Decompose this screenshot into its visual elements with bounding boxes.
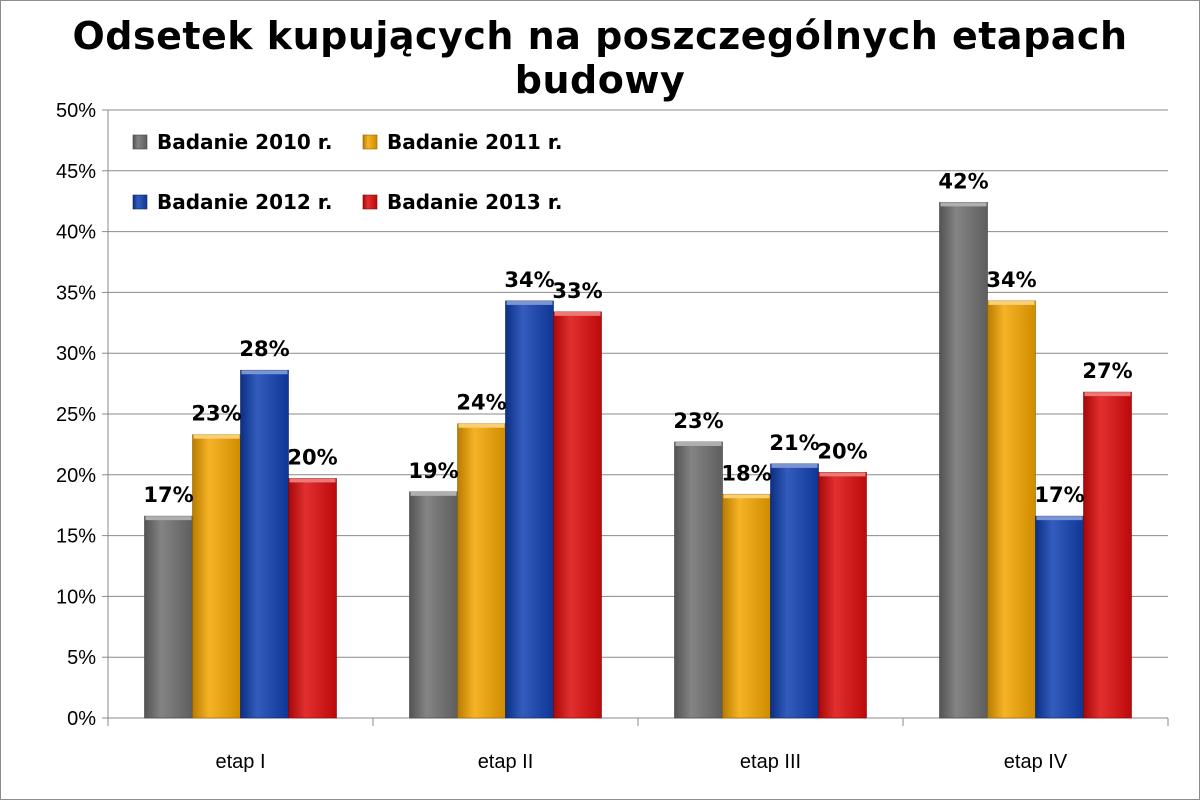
- bar: [553, 311, 602, 719]
- y-tick-label: 35%: [56, 282, 96, 304]
- data-label: 23%: [673, 409, 723, 433]
- data-labels: 17%23%28%20%19%24%34%33%23%18%21%20%42%3…: [143, 169, 1132, 507]
- bar-highlight: [723, 494, 770, 499]
- legend-swatch: [132, 134, 148, 150]
- legend-swatch: [362, 134, 378, 150]
- bar-highlight: [506, 300, 553, 305]
- x-category-label: etap III: [740, 751, 801, 773]
- bar-highlight: [819, 472, 866, 477]
- data-label: 28%: [239, 337, 289, 361]
- x-category-label: etap II: [478, 751, 534, 773]
- y-tick-label: 50%: [56, 100, 96, 122]
- legend-label: Badanie 2013 r.: [387, 190, 562, 214]
- bars: [144, 202, 1132, 719]
- y-tick-label: 10%: [56, 586, 96, 608]
- bar-highlight: [675, 441, 722, 446]
- legend-label: Badanie 2011 r.: [387, 130, 562, 154]
- y-tick-label: 45%: [56, 161, 96, 183]
- data-label: 42%: [938, 169, 988, 193]
- legend-label: Badanie 2010 r.: [157, 130, 332, 154]
- data-label: 34%: [986, 268, 1036, 292]
- legend: Badanie 2010 r. Badanie 2011 r. Badanie 20…: [132, 130, 562, 214]
- axes: 0% 5% 10% 15% 20% 25% 30% 35% 40% 45% 50% etap I eta…: [56, 100, 1169, 773]
- y-tick-label: 30%: [56, 343, 96, 365]
- bar-highlight: [458, 423, 505, 428]
- bar-highlight: [771, 463, 818, 468]
- bar: [818, 472, 867, 719]
- bar: [457, 423, 506, 719]
- data-label: 17%: [143, 483, 193, 507]
- bar: [192, 434, 241, 719]
- bar: [505, 300, 554, 719]
- data-label: 33%: [552, 279, 602, 303]
- bar-highlight: [554, 311, 601, 316]
- y-tick-label: 0%: [67, 708, 96, 730]
- data-label: 23%: [191, 402, 241, 426]
- x-category-label: etap I: [215, 751, 265, 773]
- bar-highlight: [193, 434, 240, 439]
- bar: [987, 300, 1036, 719]
- data-label: 17%: [1034, 483, 1084, 507]
- bar-highlight: [145, 516, 192, 521]
- y-tick-label: 5%: [67, 647, 96, 669]
- bar: [240, 369, 289, 719]
- data-label: 20%: [817, 439, 867, 463]
- legend-swatch: [132, 194, 148, 210]
- bar: [722, 493, 771, 719]
- legend-label: Badanie 2012 r.: [157, 190, 332, 214]
- bar: [409, 491, 458, 719]
- y-tick-label: 25%: [56, 404, 96, 426]
- y-tick-label: 15%: [56, 526, 96, 548]
- bar: [288, 478, 337, 719]
- bar: [939, 202, 988, 719]
- bar: [770, 463, 819, 719]
- x-category-label: etap IV: [1004, 751, 1068, 773]
- bar: [1083, 391, 1132, 719]
- y-tick-label: 20%: [56, 465, 96, 487]
- bar-highlight: [940, 202, 987, 207]
- legend-swatch: [362, 194, 378, 210]
- bar-highlight: [241, 370, 288, 375]
- bar: [144, 515, 193, 719]
- data-label: 21%: [769, 431, 819, 455]
- data-label: 24%: [456, 391, 506, 415]
- data-label: 27%: [1082, 359, 1132, 383]
- data-label: 34%: [504, 268, 554, 292]
- bar-highlight: [1084, 392, 1131, 397]
- bar-highlight: [410, 491, 457, 496]
- data-label: 18%: [721, 461, 771, 485]
- data-label: 19%: [408, 459, 458, 483]
- bar-highlight: [1036, 516, 1083, 521]
- bar-highlight: [988, 300, 1035, 305]
- bar-highlight: [289, 478, 336, 483]
- y-tick-label: 40%: [56, 222, 96, 244]
- data-label: 20%: [287, 445, 337, 469]
- bar: [1035, 515, 1084, 719]
- chart-title: Odsetek kupujących na poszczególnych eta…: [72, 14, 1128, 102]
- bar: [674, 441, 723, 719]
